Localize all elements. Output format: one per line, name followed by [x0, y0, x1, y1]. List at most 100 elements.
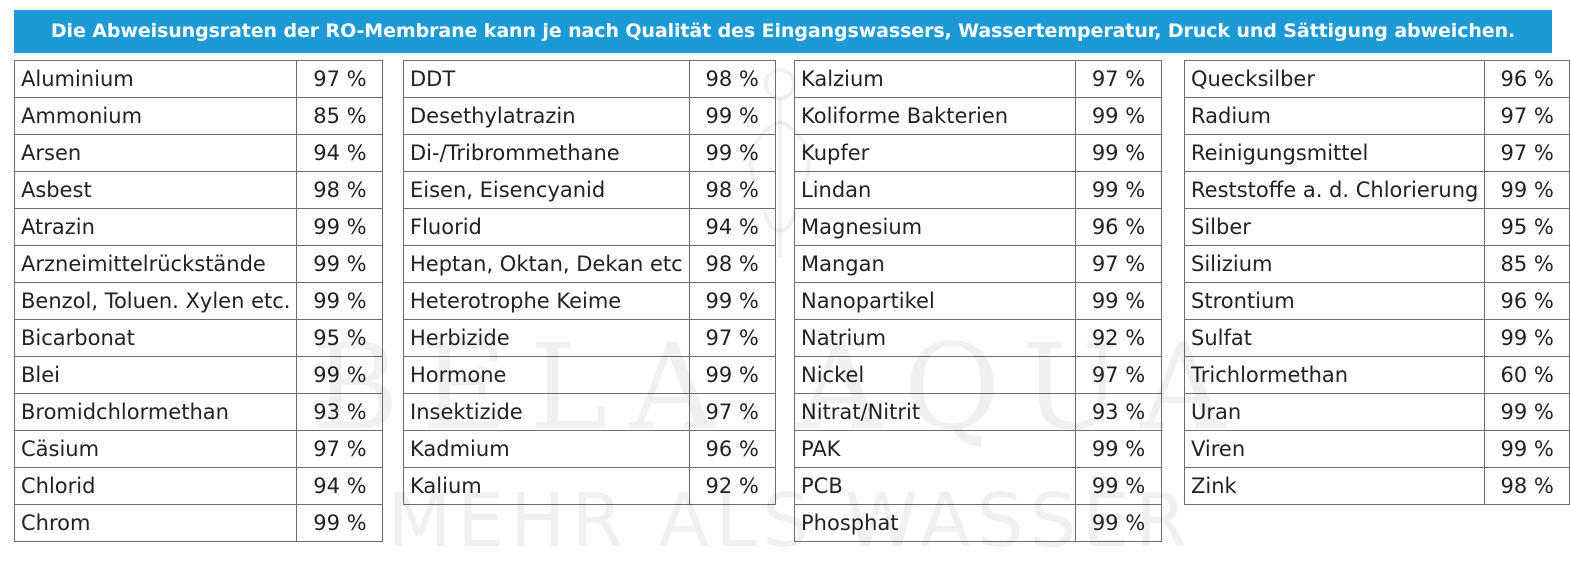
table-row: Blei 99 % — [13, 356, 384, 394]
rejection-rate: 93 % — [1075, 393, 1162, 431]
table-row: Fluorid 94 % — [403, 208, 776, 246]
table-row: Silber 95 % — [1183, 208, 1570, 246]
rejection-rate: 97 % — [1075, 245, 1162, 283]
substance-name: Eisen, Eisencyanid — [403, 171, 690, 209]
table-row: Kupfer 99 % — [794, 134, 1162, 172]
rejection-rate: 99 % — [1484, 430, 1570, 468]
table-row: DDT 98 % — [403, 60, 776, 98]
rejection-rate: 99 % — [1075, 430, 1162, 468]
table-row: Nickel 97 % — [794, 356, 1162, 394]
rejection-rate: 99 % — [688, 356, 776, 394]
substance-name: Nanopartikel — [794, 282, 1076, 320]
substance-name: Aluminium — [13, 60, 298, 98]
table-row: Heptan, Oktan, Dekan etc 98 % — [403, 245, 776, 283]
substance-name: Lindan — [794, 171, 1076, 209]
rejection-rate: 60 % — [1484, 356, 1570, 394]
substance-name: Heptan, Oktan, Dekan etc — [403, 245, 690, 283]
rejection-rate: 98 % — [688, 245, 776, 283]
substance-name: Chrom — [13, 504, 298, 542]
rejection-rate: 99 % — [1484, 171, 1570, 209]
rejection-table-column-1: Aluminium 97 % Ammonium 85 % Arsen 94 % Asbest… — [13, 60, 384, 542]
table-row: Nitrat/Nitrit 93 % — [794, 393, 1162, 431]
table-row: Herbizide 97 % — [403, 319, 776, 357]
table-row: Chrom 99 % — [13, 504, 384, 542]
table-row: Kalzium 97 % — [794, 60, 1162, 98]
substance-name: Radium — [1183, 97, 1486, 135]
rejection-table-column-3: Kalzium 97 % Koliforme Bakterien 99 % Kupfer… — [794, 60, 1162, 542]
substance-name: Viren — [1183, 430, 1486, 468]
rejection-rate: 97 % — [296, 60, 384, 98]
table-row: Bromidchlormethan 93 % — [13, 393, 384, 431]
table-row: Silizium 85 % — [1183, 245, 1570, 283]
notice-banner: Die Abweisungsraten der RO-Membrane kann… — [14, 10, 1552, 53]
rejection-rate: 98 % — [1484, 467, 1570, 505]
rejection-rate: 99 % — [1484, 393, 1570, 431]
table-row: Sulfat 99 % — [1183, 319, 1570, 357]
rejection-rate: 97 % — [1075, 356, 1162, 394]
rejection-rate: 99 % — [688, 97, 776, 135]
rejection-rate: 99 % — [1075, 171, 1162, 209]
substance-name: Nitrat/Nitrit — [794, 393, 1076, 431]
substance-name: Cäsium — [13, 430, 298, 468]
substance-name: Arsen — [13, 134, 298, 172]
table-row: Reinigungsmittel 97 % — [1183, 134, 1570, 172]
substance-name: Atrazin — [13, 208, 298, 246]
rejection-rate: 94 % — [296, 134, 384, 172]
rejection-rate: 95 % — [296, 319, 384, 357]
table-row: Nanopartikel 99 % — [794, 282, 1162, 320]
rejection-rate: 99 % — [296, 245, 384, 283]
table-row: Kadmium 96 % — [403, 430, 776, 468]
table-row: Hormone 99 % — [403, 356, 776, 394]
substance-name: Insektizide — [403, 393, 690, 431]
table-row: Koliforme Bakterien 99 % — [794, 97, 1162, 135]
substance-name: Zink — [1183, 467, 1486, 505]
rejection-rate: 97 % — [688, 393, 776, 431]
substance-name: Hormone — [403, 356, 690, 394]
table-row: Ammonium 85 % — [13, 97, 384, 135]
rejection-rate: 99 % — [1075, 467, 1162, 505]
rejection-rate: 97 % — [1484, 97, 1570, 135]
substance-name: Asbest — [13, 171, 298, 209]
substance-name: DDT — [403, 60, 690, 98]
rejection-rate: 85 % — [1484, 245, 1570, 283]
substance-name: Uran — [1183, 393, 1486, 431]
rejection-rate: 94 % — [688, 208, 776, 246]
rejection-rate: 99 % — [1075, 282, 1162, 320]
substance-name: Mangan — [794, 245, 1076, 283]
substance-name: PCB — [794, 467, 1076, 505]
substance-name: Quecksilber — [1183, 60, 1486, 98]
substance-name: Strontium — [1183, 282, 1486, 320]
rejection-rate: 99 % — [688, 282, 776, 320]
table-row: Chlorid 94 % — [13, 467, 384, 505]
rejection-rate: 99 % — [1075, 504, 1162, 542]
rejection-rate: 97 % — [688, 319, 776, 357]
rejection-rate: 92 % — [688, 467, 776, 505]
rejection-rate: 98 % — [688, 60, 776, 98]
substance-name: Kadmium — [403, 430, 690, 468]
rejection-rate: 95 % — [1484, 208, 1570, 246]
substance-name: Nickel — [794, 356, 1076, 394]
substance-name: Reinigungsmittel — [1183, 134, 1486, 172]
table-row: Phosphat 99 % — [794, 504, 1162, 542]
substance-name: Kalzium — [794, 60, 1076, 98]
substance-name: Sulfat — [1183, 319, 1486, 357]
substance-name: Bicarbonat — [13, 319, 298, 357]
table-row: Zink 98 % — [1183, 467, 1570, 505]
table-row: Strontium 96 % — [1183, 282, 1570, 320]
table-row: Eisen, Eisencyanid 98 % — [403, 171, 776, 209]
rejection-rate: 99 % — [1484, 319, 1570, 357]
table-row: Uran 99 % — [1183, 393, 1570, 431]
table-row: Lindan 99 % — [794, 171, 1162, 209]
substance-name: Ammonium — [13, 97, 298, 135]
table-row: Reststoffe a. d. Chlorierung 99 % — [1183, 171, 1570, 209]
table-row: Quecksilber 96 % — [1183, 60, 1570, 98]
rejection-rate: 96 % — [688, 430, 776, 468]
rejection-rate: 97 % — [1484, 134, 1570, 172]
table-row: Asbest 98 % — [13, 171, 384, 209]
substance-name: Natrium — [794, 319, 1076, 357]
substance-name: PAK — [794, 430, 1076, 468]
rejection-rate: 97 % — [296, 430, 384, 468]
substance-name: Silber — [1183, 208, 1486, 246]
rejection-rate: 96 % — [1075, 208, 1162, 246]
rejection-rate: 99 % — [296, 504, 384, 542]
